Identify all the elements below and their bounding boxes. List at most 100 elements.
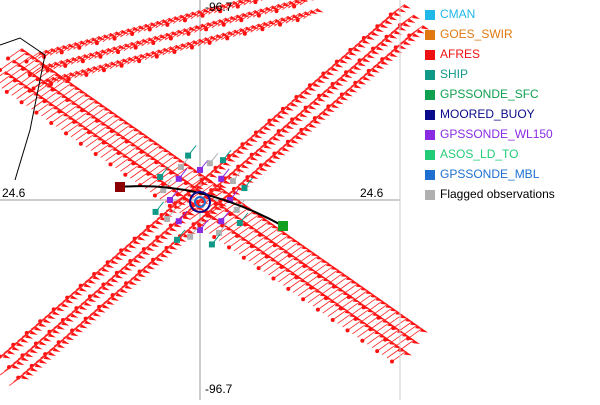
barb-staff	[221, 215, 237, 226]
barb-flag	[39, 62, 48, 67]
barb-staff	[332, 55, 347, 66]
barb-staff	[350, 57, 365, 69]
barb-flag	[290, 121, 299, 126]
barb-staff	[96, 32, 112, 44]
barb-dot	[353, 316, 358, 321]
barb-staff	[57, 295, 73, 306]
barb-flag	[56, 325, 65, 330]
barb-dot	[360, 338, 365, 343]
barb-staff	[30, 318, 46, 330]
barb-flag	[164, 212, 173, 217]
barb-staff	[362, 330, 377, 342]
barb-flag	[311, 252, 320, 257]
barb-flag	[128, 124, 137, 129]
barb-flag	[147, 265, 156, 270]
barb-staff	[266, 246, 281, 257]
legend-swatch	[425, 130, 435, 140]
barb-staff	[301, 119, 316, 131]
barb-dot	[49, 120, 54, 125]
barb-dot	[235, 4, 240, 9]
barb-flag	[263, 163, 272, 168]
barb-staff	[67, 305, 82, 317]
barb-staff	[35, 333, 51, 344]
barb-staff	[121, 55, 136, 67]
legend-swatch	[425, 170, 435, 180]
barb-staff	[172, 13, 188, 24]
barb-staff	[296, 105, 311, 116]
barb-staff	[22, 363, 37, 375]
barb-flag	[88, 298, 97, 303]
barb-flag	[218, 165, 227, 170]
barb-flag	[326, 262, 335, 267]
barb-staff	[235, 11, 250, 23]
barb-staff	[368, 42, 383, 53]
barb-staff	[120, 26, 135, 38]
barb-flag	[366, 35, 375, 40]
barb-staff	[134, 265, 150, 276]
barb-staff	[100, 46, 115, 58]
barb-dot	[302, 263, 307, 268]
barb-staff	[254, 221, 270, 232]
barb-dot	[78, 141, 83, 146]
barb-flag	[97, 290, 106, 295]
barb-staff	[206, 165, 221, 177]
barb-staff	[0, 354, 6, 359]
barb-staff	[58, 331, 73, 343]
barb-staff	[71, 301, 87, 313]
barb-dot	[80, 59, 85, 64]
barb-staff	[395, 18, 410, 30]
barb-staff	[226, 28, 242, 39]
barb-staff	[176, 26, 191, 38]
barb-staff	[310, 111, 325, 123]
barb-dot	[391, 326, 396, 331]
barb-staff	[118, 142, 133, 154]
barb-flag	[7, 350, 16, 355]
barb-flag	[344, 73, 353, 78]
barb-staff	[360, 312, 375, 323]
barb-staff	[330, 291, 346, 302]
barb-staff	[264, 227, 280, 239]
barb-flag	[290, 102, 299, 107]
barb-flag	[237, 200, 246, 205]
barb-staff	[27, 62, 43, 73]
barb-flag	[88, 316, 97, 321]
barb-dot	[406, 336, 411, 341]
barb-staff	[0, 364, 15, 376]
barb-staff	[255, 122, 271, 133]
barb-staff	[188, 181, 203, 192]
barb-staff	[139, 261, 154, 272]
barb-flag	[34, 363, 43, 368]
barb-staff	[95, 143, 110, 155]
barb-staff	[256, 239, 272, 251]
barb-staff	[292, 127, 307, 139]
barb-flag	[420, 328, 429, 333]
barb-staff	[221, 29, 236, 41]
barb-staff	[323, 63, 338, 74]
barb-staff	[211, 17, 227, 29]
barb-staff	[210, 189, 225, 201]
barb-flag	[303, 90, 312, 95]
barb-dot	[212, 235, 217, 240]
barb-dot	[315, 307, 320, 312]
barb-staff	[53, 58, 68, 70]
barb-staff	[103, 274, 118, 285]
barb-staff	[338, 279, 354, 291]
barb-flag	[218, 184, 227, 189]
barb-dot	[94, 118, 99, 123]
barb-flag	[52, 329, 61, 334]
barb-staff	[116, 124, 131, 135]
barb-flag	[202, 176, 211, 181]
barb-dot	[274, 9, 279, 14]
barb-flag	[281, 147, 290, 152]
barb-flag	[291, 238, 300, 243]
barb-flag	[344, 92, 353, 97]
barb-staff	[141, 141, 156, 153]
barb-flag	[84, 93, 93, 98]
barb-staff	[14, 70, 30, 81]
barb-flag	[286, 125, 295, 130]
barb-staff	[17, 348, 33, 360]
barb-flag	[115, 292, 124, 297]
barb-staff	[98, 296, 114, 308]
barb-flag	[421, 25, 430, 30]
barb-staff	[296, 86, 311, 98]
